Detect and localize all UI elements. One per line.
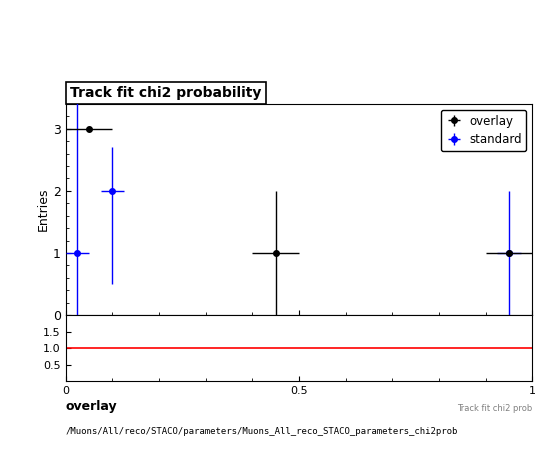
Text: Track fit chi2 probability: Track fit chi2 probability bbox=[70, 86, 262, 100]
Text: Track fit chi2 prob: Track fit chi2 prob bbox=[457, 404, 532, 413]
Text: overlay: overlay bbox=[66, 400, 117, 413]
Text: /Muons/All/reco/STACO/parameters/Muons_All_reco_STACO_parameters_chi2prob: /Muons/All/reco/STACO/parameters/Muons_A… bbox=[66, 427, 458, 436]
Y-axis label: Entries: Entries bbox=[37, 188, 50, 231]
Legend: overlay, standard: overlay, standard bbox=[441, 110, 526, 151]
